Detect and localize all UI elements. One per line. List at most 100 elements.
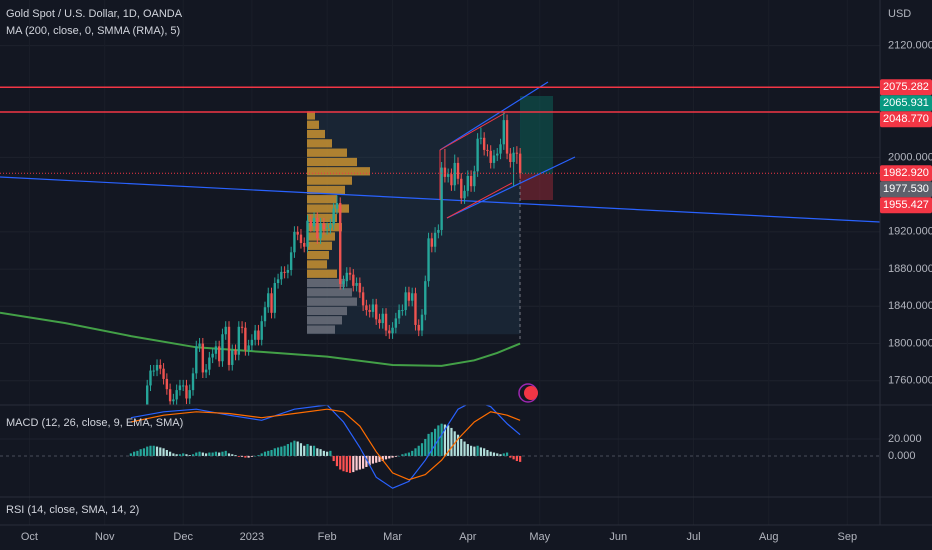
candle-body bbox=[221, 334, 224, 362]
macd-bar bbox=[309, 445, 312, 456]
macd-bar bbox=[440, 423, 443, 456]
macd-pane bbox=[0, 405, 880, 489]
macd-bar bbox=[306, 444, 309, 456]
candle-body bbox=[195, 346, 198, 374]
candle-body bbox=[342, 281, 345, 284]
volume-profile-row bbox=[307, 213, 337, 223]
macd-bar bbox=[188, 455, 191, 456]
macd-bar bbox=[195, 452, 198, 456]
candle-body bbox=[375, 304, 378, 320]
macd-bar bbox=[293, 440, 296, 456]
x-tick-label: Sep bbox=[837, 531, 857, 543]
candle-body bbox=[388, 330, 391, 334]
macd-bar bbox=[489, 451, 492, 456]
macd-bar bbox=[211, 452, 214, 456]
macd-bar bbox=[204, 453, 208, 456]
macd-bar bbox=[155, 446, 159, 456]
candle-body bbox=[466, 175, 470, 191]
macd-bar bbox=[388, 455, 391, 459]
candle-body bbox=[231, 350, 234, 365]
candle-body bbox=[309, 220, 312, 227]
candle-body bbox=[381, 313, 384, 324]
candle-body bbox=[244, 327, 247, 351]
candle-body bbox=[289, 252, 293, 270]
candle-body bbox=[394, 318, 398, 328]
candle-body bbox=[253, 330, 257, 340]
candle-body bbox=[325, 228, 329, 230]
candle-body bbox=[227, 326, 231, 365]
price-label: 1982.920 bbox=[883, 167, 929, 179]
candle-body bbox=[446, 174, 450, 177]
channel-upper bbox=[439, 81, 549, 151]
macd-bar bbox=[332, 455, 335, 462]
volume-profile-row bbox=[307, 148, 347, 157]
macd-bar bbox=[371, 455, 375, 464]
candle-body bbox=[505, 120, 509, 154]
macd-bar bbox=[362, 455, 365, 469]
x-tick-label: Aug bbox=[759, 531, 779, 543]
macd-bar bbox=[469, 445, 473, 456]
macd-bar bbox=[273, 448, 276, 456]
candle-body bbox=[181, 385, 185, 387]
ma-legend: MA (200, close, 0, SMMA (RMA), 5) bbox=[6, 25, 180, 37]
channel-edge bbox=[446, 182, 513, 219]
volume-profile-row bbox=[307, 129, 325, 139]
candle-body bbox=[417, 324, 420, 331]
x-tick-label: 2023 bbox=[240, 531, 264, 543]
macd-bar bbox=[139, 449, 142, 456]
macd-bar bbox=[218, 452, 221, 456]
macd-bar bbox=[162, 448, 165, 456]
candle-body bbox=[208, 357, 211, 370]
y-tick-label: 1880.000 bbox=[888, 263, 932, 275]
candle-body bbox=[378, 319, 381, 324]
macd-bar bbox=[424, 438, 427, 456]
price-label: 2075.282 bbox=[883, 81, 929, 93]
volume-profile-row bbox=[307, 288, 352, 297]
macd-bar bbox=[509, 455, 512, 458]
candle-body bbox=[283, 271, 286, 273]
candle-body bbox=[237, 326, 241, 355]
candle-body bbox=[188, 390, 191, 399]
candle-body bbox=[296, 231, 299, 235]
price-pane bbox=[0, 81, 880, 405]
y-tick-label: 1920.000 bbox=[888, 226, 932, 238]
candle-body bbox=[492, 155, 496, 163]
candle-body bbox=[518, 153, 522, 174]
candle-body bbox=[185, 385, 188, 399]
volume-profile bbox=[307, 110, 521, 335]
macd-bar bbox=[152, 445, 155, 456]
volume-profile-row bbox=[307, 325, 335, 334]
volume-profile-row bbox=[307, 185, 345, 195]
volume-profile-row bbox=[307, 120, 319, 129]
macd-bar bbox=[339, 455, 342, 470]
y-tick-label: 1800.000 bbox=[888, 337, 932, 349]
macd-bar bbox=[227, 453, 231, 456]
macd-bar bbox=[224, 450, 227, 456]
chart-title: Gold Spot / U.S. Dollar, 1D, OANDA bbox=[6, 8, 183, 20]
long-target-zone bbox=[520, 96, 553, 174]
price-label-box bbox=[880, 111, 932, 128]
macd-bar bbox=[149, 445, 152, 456]
macd-bar bbox=[319, 449, 322, 456]
macd-bar bbox=[378, 455, 381, 462]
price-label-box bbox=[880, 165, 932, 182]
macd-bar bbox=[250, 455, 253, 457]
candle-body bbox=[280, 271, 283, 280]
macd-bar bbox=[355, 455, 358, 471]
macd-bar bbox=[427, 433, 430, 456]
candle-body bbox=[365, 305, 368, 311]
macd-bar bbox=[417, 445, 420, 456]
candle-body bbox=[172, 399, 175, 402]
macd-bar bbox=[420, 443, 424, 456]
macd-bar bbox=[326, 451, 329, 456]
event-flag[interactable] bbox=[524, 386, 538, 400]
volume-profile-row bbox=[307, 195, 337, 204]
candle-body bbox=[473, 171, 476, 187]
macd-bar bbox=[384, 455, 388, 460]
macd-bar bbox=[169, 451, 172, 456]
macd-bar bbox=[165, 450, 168, 456]
candle-body bbox=[345, 272, 348, 282]
macd-bar bbox=[198, 451, 201, 456]
volume-profile-row bbox=[307, 111, 315, 120]
